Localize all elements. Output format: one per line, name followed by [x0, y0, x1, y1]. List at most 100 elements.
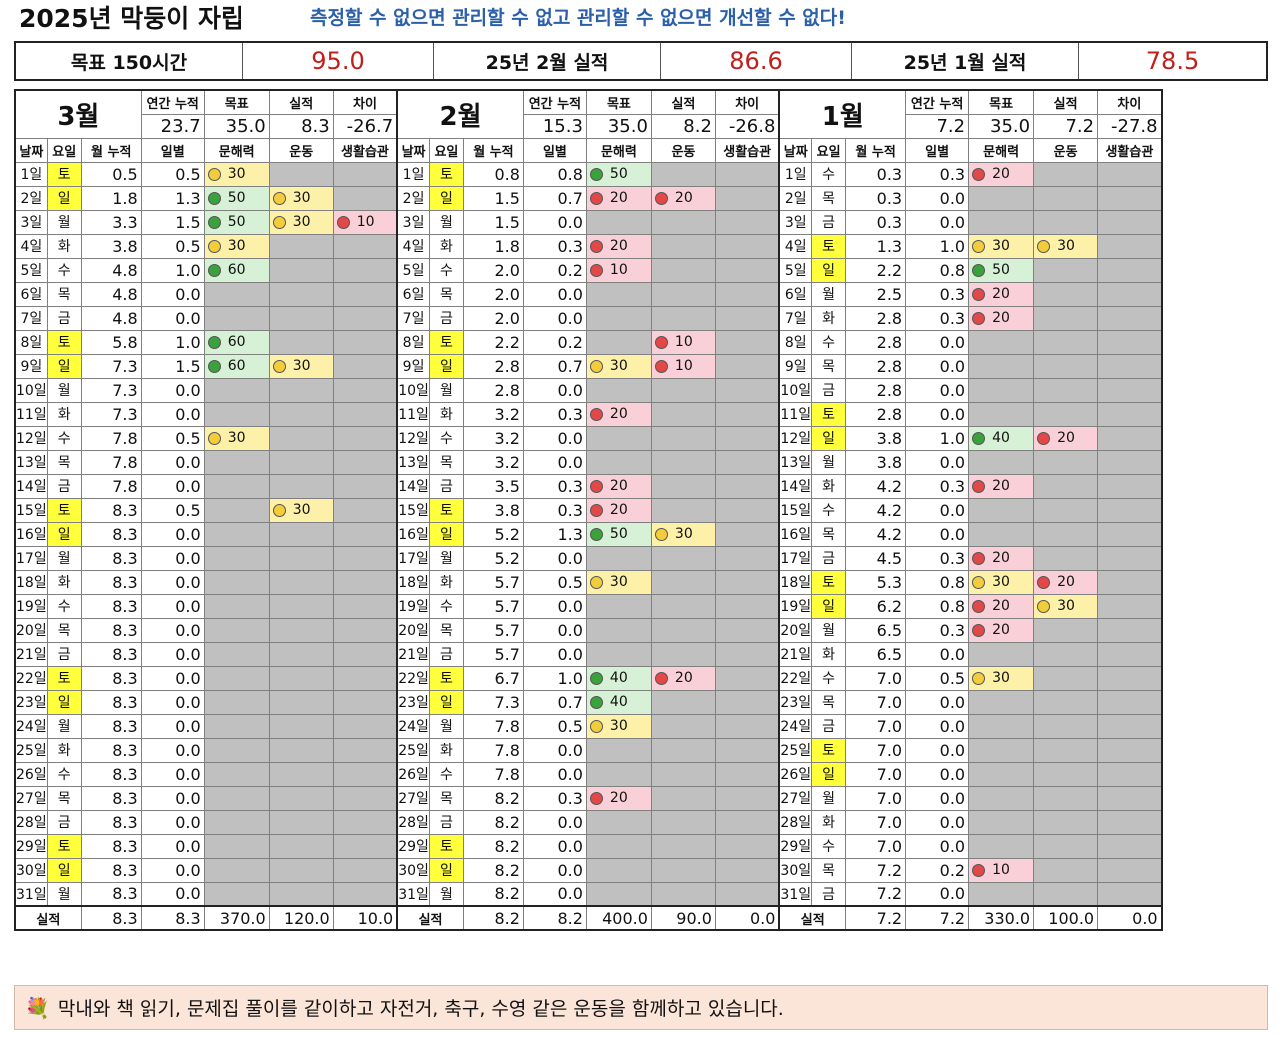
status-dot-icon: [207, 167, 221, 181]
activity-minutes: 20: [992, 166, 1010, 182]
day-label: 25일: [13, 737, 48, 763]
daily-hours: 0.7: [522, 353, 587, 379]
activity-cell: 30: [268, 185, 334, 211]
day-label: 11일: [13, 401, 48, 427]
activity-cell: [203, 809, 270, 835]
daily-hours: 0.8: [905, 257, 970, 283]
weekday: 수: [428, 761, 464, 787]
weekday: 일: [46, 185, 82, 211]
activity-cell: [650, 233, 716, 259]
activity-cell: [714, 209, 780, 235]
weekday: 화: [46, 737, 82, 763]
activity-cell: [714, 593, 780, 619]
daily-hours: 0.0: [140, 641, 205, 667]
activity-cell: [650, 473, 716, 499]
day-label: 21일: [396, 641, 430, 667]
total-label: 실적: [13, 905, 82, 931]
activity-minutes: 40: [992, 430, 1010, 446]
weekday: 금: [811, 209, 847, 235]
daily-hours: 0.0: [140, 281, 205, 307]
day-label: 25일: [778, 737, 813, 763]
activity-cell: [650, 689, 716, 715]
activity-cell: [968, 737, 1035, 763]
activity-minutes: 20: [674, 670, 693, 686]
weekday: 월: [428, 545, 464, 571]
day-label: 26일: [778, 761, 813, 787]
daily-hours: 0.3: [522, 473, 587, 499]
summary-bar: 목표 150시간 95.0 25년 2월 실적 86.6 25년 1월 실적 7…: [14, 41, 1268, 81]
day-label: 21일: [13, 641, 48, 667]
day-label: 17일: [13, 545, 48, 571]
month-cumulative: 7.8: [80, 449, 142, 475]
daily-hours: 0.0: [140, 473, 205, 499]
activity-cell: [203, 617, 270, 643]
day-label: 10일: [396, 377, 430, 403]
stat-value: 35.0: [968, 113, 1035, 139]
day-label: 20일: [396, 617, 430, 643]
status-dot-icon: [972, 263, 986, 277]
day-label: 16일: [13, 521, 48, 547]
activity-cell: [714, 521, 780, 547]
activity-cell: [714, 761, 780, 787]
activity-cell: [1097, 377, 1163, 403]
total-value: 8.2: [522, 905, 587, 931]
note-box: 💐 막내와 책 읽기, 문제집 풀이를 같이하고 자전거, 축구, 수영 같은 …: [14, 985, 1268, 1030]
day-label: 13일: [13, 449, 48, 475]
daily-hours: 0.3: [905, 545, 970, 571]
day-label: 9일: [778, 353, 813, 379]
stat-value: 8.2: [650, 113, 716, 139]
activity-cell: [650, 377, 716, 403]
activity-cell: [1097, 473, 1163, 499]
daily-hours: 0.0: [140, 569, 205, 595]
activity-cell: [332, 569, 398, 595]
daily-hours: 0.0: [522, 425, 587, 451]
activity-cell: 30: [968, 665, 1035, 691]
column-header: 날짜: [396, 137, 430, 163]
activity-minutes: 30: [609, 718, 628, 734]
activity-cell: 20: [585, 185, 652, 211]
activity-cell: [332, 305, 398, 331]
weekday: 화: [428, 233, 464, 259]
day-label: 1일: [13, 161, 48, 187]
day-label: 1일: [778, 161, 813, 187]
activity-minutes: 20: [1057, 574, 1075, 590]
daily-hours: 0.0: [140, 785, 205, 811]
activity-minutes: 30: [992, 238, 1010, 254]
total-value: 0.0: [1097, 905, 1163, 931]
status-dot-icon: [972, 239, 986, 253]
month-cumulative: 1.5: [462, 209, 524, 235]
day-label: 7일: [778, 305, 813, 331]
activity-cell: [1033, 785, 1099, 811]
activity-cell: [714, 305, 780, 331]
month-cumulative: 4.2: [845, 473, 907, 499]
summary-label: 목표 150시간: [70, 51, 188, 74]
month-cumulative: 8.3: [80, 785, 142, 811]
activity-minutes: 30: [292, 214, 311, 230]
day-label: 2일: [13, 185, 48, 211]
weekday: 목: [428, 785, 464, 811]
status-dot-icon: [272, 359, 286, 373]
day-label: 29일: [396, 833, 430, 859]
activity-cell: [332, 257, 398, 283]
activity-cell: [332, 665, 398, 691]
daily-hours: 1.0: [905, 233, 970, 259]
activity-cell: [1033, 833, 1099, 859]
daily-hours: 0.5: [522, 569, 587, 595]
bouquet-icon: 💐: [25, 995, 50, 1020]
activity-cell: [1033, 305, 1099, 331]
activity-cell: [268, 425, 334, 451]
weekday: 토: [46, 329, 82, 355]
month-cumulative: 7.3: [462, 689, 524, 715]
total-value: 10.0: [332, 905, 398, 931]
activity-cell: [1033, 497, 1099, 523]
summary-label: 25년 2월 실적: [433, 43, 660, 79]
day-label: 17일: [778, 545, 813, 571]
total-value: 120.0: [268, 905, 334, 931]
weekday: 일: [811, 257, 847, 283]
activity-cell: [968, 809, 1035, 835]
activity-cell: [650, 281, 716, 307]
activity-cell: [968, 185, 1035, 211]
activity-cell: [332, 281, 398, 307]
day-label: 15일: [396, 497, 430, 523]
activity-minutes: 10: [356, 214, 375, 230]
